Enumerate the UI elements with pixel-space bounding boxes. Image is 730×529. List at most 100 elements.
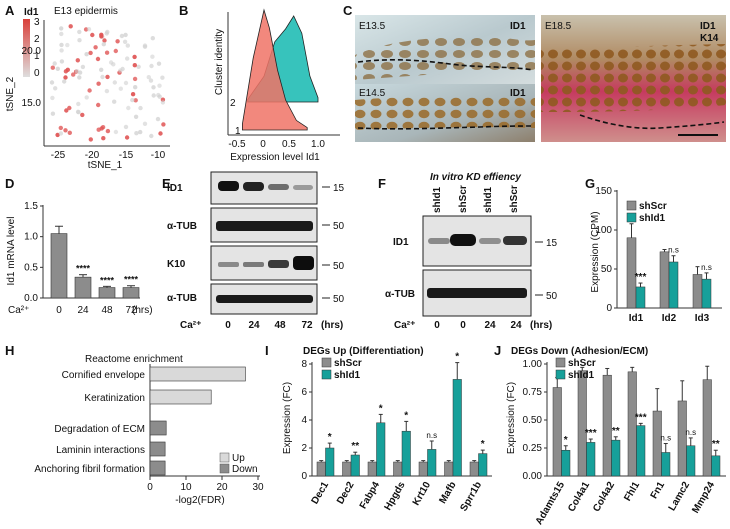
panel-h-xlabel: -log2(FDR) xyxy=(175,495,224,506)
scatter-point xyxy=(63,128,68,133)
panel-j: DEGs Down (Adhesion/ECM) 0.00 0.25 0.50 0.7… xyxy=(506,346,726,527)
scatter-point xyxy=(157,83,162,88)
scatter-point xyxy=(49,80,55,85)
scatter-point xyxy=(151,85,156,90)
scatter-point xyxy=(76,101,81,107)
bar-shid1 xyxy=(611,439,621,477)
blot-row-label: α-TUB xyxy=(167,293,197,304)
significance-label: ** xyxy=(351,441,359,452)
bar-shid1 xyxy=(452,379,462,477)
bar-shscr xyxy=(702,379,712,477)
scatter-point xyxy=(155,116,161,122)
blot-tub-2 xyxy=(210,283,318,315)
scatter-point xyxy=(75,109,81,115)
scatter-point xyxy=(104,88,110,94)
scatter-point xyxy=(84,52,89,57)
legend-swatch-teal xyxy=(321,369,332,380)
scatter-point xyxy=(67,105,72,111)
panel-letter-i: I xyxy=(265,343,269,358)
legend-swatch-grey xyxy=(555,357,566,368)
x-tick-label: Mmp24 xyxy=(690,480,717,516)
panel-a: E13 epidermis Id1 3 2 1 0 20.0 15.0 -25 … xyxy=(5,6,170,171)
panel-a-y-tick: 15.0 xyxy=(22,98,42,109)
colorbar-tick: 3 xyxy=(34,17,40,28)
scatter-point xyxy=(88,50,93,56)
y-tick-label: 6 xyxy=(301,387,307,398)
scatter-point xyxy=(156,92,161,98)
y-tick-label: 4 xyxy=(301,415,307,426)
panel-letter-b: B xyxy=(179,3,188,18)
blot-lane-label: shId1 xyxy=(483,186,494,213)
scatter-point xyxy=(53,86,58,91)
scatter-point xyxy=(133,85,138,90)
scatter-point xyxy=(102,38,107,43)
scatter-point xyxy=(77,29,82,35)
panel-c-age-label: E14.5 xyxy=(359,88,386,99)
panel-e-x-tick: 0 xyxy=(225,320,231,331)
histology-e135: E13.5 ID1 xyxy=(355,15,535,91)
panel-a-colorbar xyxy=(23,19,30,77)
panel-a-x-tick: -25 xyxy=(51,150,66,161)
blot-mw-marker: 50 xyxy=(333,294,345,305)
panel-a-title: E13 epidermis xyxy=(54,6,118,17)
scatter-point xyxy=(133,98,138,103)
panel-b-x-tick: 1.0 xyxy=(311,139,325,150)
panel-a-colorbar-label: Id1 xyxy=(24,7,39,18)
bar-shid1 xyxy=(711,455,721,477)
scatter-point xyxy=(150,36,155,41)
panel-b-ridges xyxy=(242,8,319,131)
panel-f-x-tick: 0 xyxy=(460,320,466,331)
scatter-point xyxy=(132,76,138,82)
legend-label: Down xyxy=(232,464,258,475)
scatter-point xyxy=(148,78,154,83)
panel-d-ylabel: Id1 mRNA level xyxy=(6,217,17,286)
x-tick-label: Hpgds xyxy=(383,480,408,513)
y-tick-label: 0 xyxy=(606,303,612,314)
bar-shscr xyxy=(552,387,562,477)
bar-shid1 xyxy=(636,425,646,477)
scatter-point xyxy=(104,31,109,36)
panel-e-x-tick: 72 xyxy=(301,320,313,331)
panel-letter-f: F xyxy=(378,176,386,191)
bar xyxy=(122,287,140,299)
y-tick-label: 0.75 xyxy=(523,387,543,398)
scatter-point xyxy=(123,80,129,86)
panel-a-ylabel: tSNE_2 xyxy=(5,76,16,111)
significance-label: * xyxy=(404,410,408,421)
bar-shscr xyxy=(627,371,637,477)
bar xyxy=(149,441,166,457)
significance-stars: **** xyxy=(76,264,91,274)
scatter-point xyxy=(101,42,107,47)
scatter-point xyxy=(90,32,95,38)
x-tick-label: Fabp4 xyxy=(358,480,382,511)
x-tick-label: Fn1 xyxy=(649,480,668,501)
legend-swatch-down xyxy=(219,463,230,474)
bar-shscr xyxy=(418,461,428,477)
significance-label: *** xyxy=(585,428,597,439)
significance-label: n.s xyxy=(660,434,671,443)
scatter-point xyxy=(99,67,104,73)
scatter-point xyxy=(96,102,101,108)
scatter-point xyxy=(115,39,120,44)
blot-row-label: α-TUB xyxy=(385,289,415,300)
scatter-point xyxy=(113,48,119,54)
x-tick-label: Sprr1b xyxy=(458,480,484,513)
blot-row-label: K10 xyxy=(167,259,186,270)
x-tick-label: Mafb xyxy=(437,480,458,506)
panel-a-xlabel: tSNE_1 xyxy=(88,160,123,171)
scatter-point xyxy=(160,100,166,105)
scatter-point xyxy=(59,31,64,37)
blot-tub-1 xyxy=(210,207,318,243)
bar-shid1 xyxy=(661,452,671,477)
x-tick-label: 0 xyxy=(147,482,153,493)
significance-label: * xyxy=(455,352,459,363)
blot-lane-label: shScr xyxy=(458,185,469,213)
panel-e: ID1 α-TUB K10 α-TUB 15 xyxy=(167,171,345,331)
y-tick-label: 0.5 xyxy=(24,262,38,273)
bar-shscr xyxy=(602,374,612,477)
y-tick-label: 1.00 xyxy=(523,359,543,370)
panel-a-x-tick: -15 xyxy=(119,150,134,161)
colorbar-tick: 2 xyxy=(34,34,40,45)
panel-letter-h: H xyxy=(5,343,14,358)
